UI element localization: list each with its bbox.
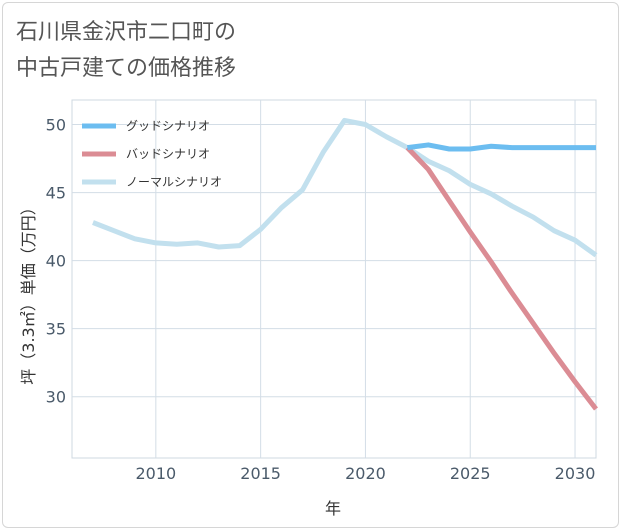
y-tick-label: 40 xyxy=(46,252,66,271)
x-tick-label: 2020 xyxy=(345,464,386,483)
series-line-1 xyxy=(407,142,596,152)
series-layer xyxy=(92,117,598,411)
x-tick-label: 2010 xyxy=(135,464,176,483)
y-tick-label: 45 xyxy=(46,184,66,203)
legend-label: ノーマルシナリオ xyxy=(126,175,222,189)
series-line-3 xyxy=(92,117,598,258)
legend-label: グッドシナリオ xyxy=(126,119,210,133)
x-axis-ticks: 2010 2015 2020 2025 2030 xyxy=(135,464,595,483)
x-axis-title: 年 xyxy=(325,499,341,518)
x-tick-label: 2030 xyxy=(555,464,596,483)
y-axis-title: 坪（3.3㎡）単価（万円） xyxy=(19,199,38,384)
chart-title-line-1: 石川県金沢市二口町の xyxy=(16,20,237,45)
chart-title-line-2: 中古戸建ての価格推移 xyxy=(16,56,237,81)
y-tick-label: 50 xyxy=(46,116,66,135)
series-line-2 xyxy=(405,145,598,411)
y-tick-label: 30 xyxy=(46,388,66,407)
x-tick-label: 2015 xyxy=(240,464,281,483)
x-tick-label: 2025 xyxy=(450,464,491,483)
y-axis-ticks: 30 35 40 45 50 xyxy=(46,116,66,407)
plot-area-border xyxy=(71,99,597,459)
y-tick-label: 35 xyxy=(46,320,66,339)
legend-label: バッドシナリオ xyxy=(126,147,210,161)
grid-lines xyxy=(71,99,597,459)
